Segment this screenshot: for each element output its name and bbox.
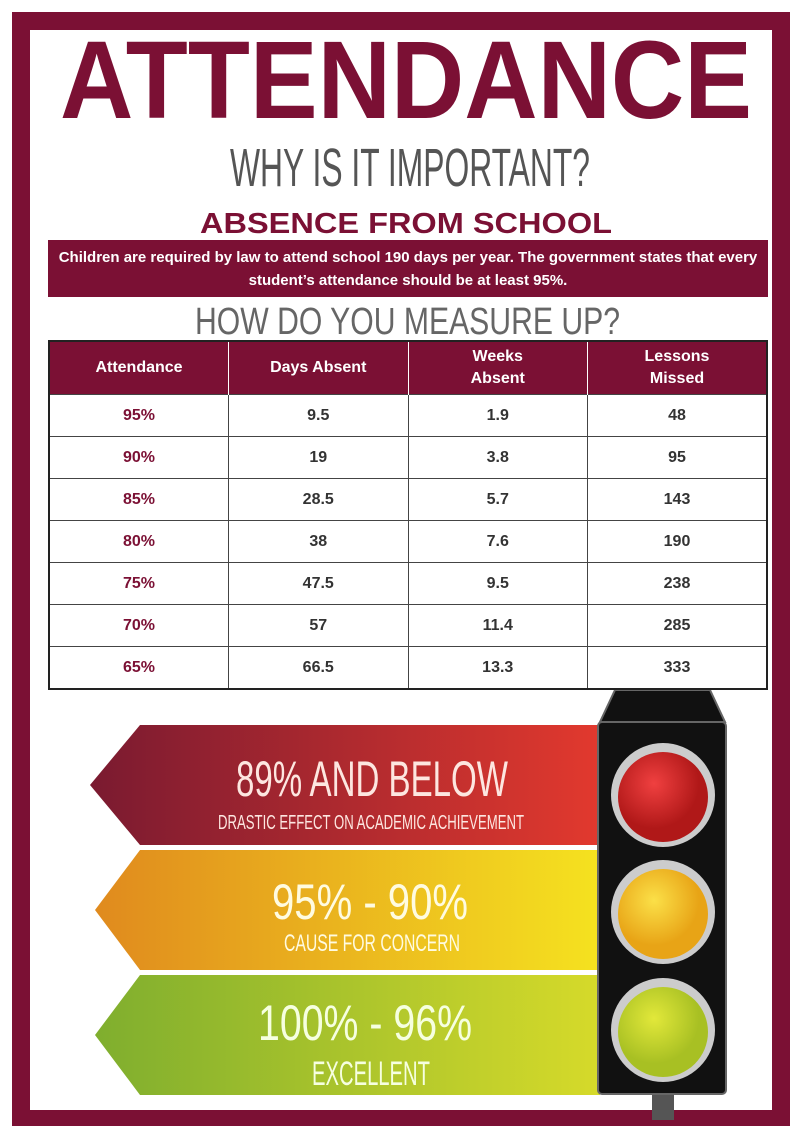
amber-light (618, 869, 708, 959)
table-cell: 95% (49, 395, 229, 437)
table-cell: 66.5 (229, 647, 409, 690)
table-cell: 1.9 (408, 395, 588, 437)
level-range: 100% - 96% (258, 995, 472, 1051)
table-cell: 7.6 (408, 521, 588, 563)
subtitle: WHY IS IT IMPORTANT? (230, 138, 590, 198)
table-cell: 95 (588, 437, 768, 479)
table-cell: 75% (49, 563, 229, 605)
table-cell: 48 (588, 395, 768, 437)
level-meaning: CAUSE FOR CONCERN (284, 930, 460, 957)
section-heading: ABSENCE FROM SCHOOL (200, 208, 612, 240)
table-cell: 143 (588, 479, 768, 521)
poster: ATTENDANCE WHY IS IT IMPORTANT? ABSENCE … (0, 0, 792, 1126)
table-cell: 238 (588, 563, 768, 605)
question: HOW DO YOU MEASURE UP? (195, 301, 620, 343)
table-cell: 11.4 (408, 605, 588, 647)
level-meaning: DRASTIC EFFECT ON ACADEMIC ACHIEVEMENT (218, 812, 524, 834)
table-cell: 80% (49, 521, 229, 563)
table-cell: 285 (588, 605, 768, 647)
green-light (618, 987, 708, 1077)
table-cell: 70% (49, 605, 229, 647)
level-range: 95% - 90% (272, 874, 468, 930)
table-cell: 9.5 (408, 563, 588, 605)
table-cell: 5.7 (408, 479, 588, 521)
column-header: Weeks Absent (408, 341, 588, 395)
table-cell: 13.3 (408, 647, 588, 690)
level-meaning: EXCELLENT (312, 1055, 430, 1093)
red-light (618, 752, 708, 842)
notice: Children are required by law to attend s… (48, 241, 768, 297)
column-header: Lessons Missed (588, 341, 768, 395)
table-cell: 190 (588, 521, 768, 563)
table-cell: 3.8 (408, 437, 588, 479)
table-cell: 85% (49, 479, 229, 521)
table-cell: 9.5 (229, 395, 409, 437)
table-cell: 28.5 (229, 479, 409, 521)
table-cell: 333 (588, 647, 768, 690)
title: ATTENDANCE (60, 19, 752, 142)
table-cell: 19 (229, 437, 409, 479)
column-header: Attendance (49, 341, 229, 395)
table-cell: 47.5 (229, 563, 409, 605)
level-range: 89% AND BELOW (236, 751, 509, 807)
table-cell: 65% (49, 647, 229, 690)
table-cell: 38 (229, 521, 409, 563)
column-header: Days Absent (229, 341, 409, 395)
light-cap (600, 690, 725, 722)
table-cell: 57 (229, 605, 409, 647)
table-cell: 90% (49, 437, 229, 479)
